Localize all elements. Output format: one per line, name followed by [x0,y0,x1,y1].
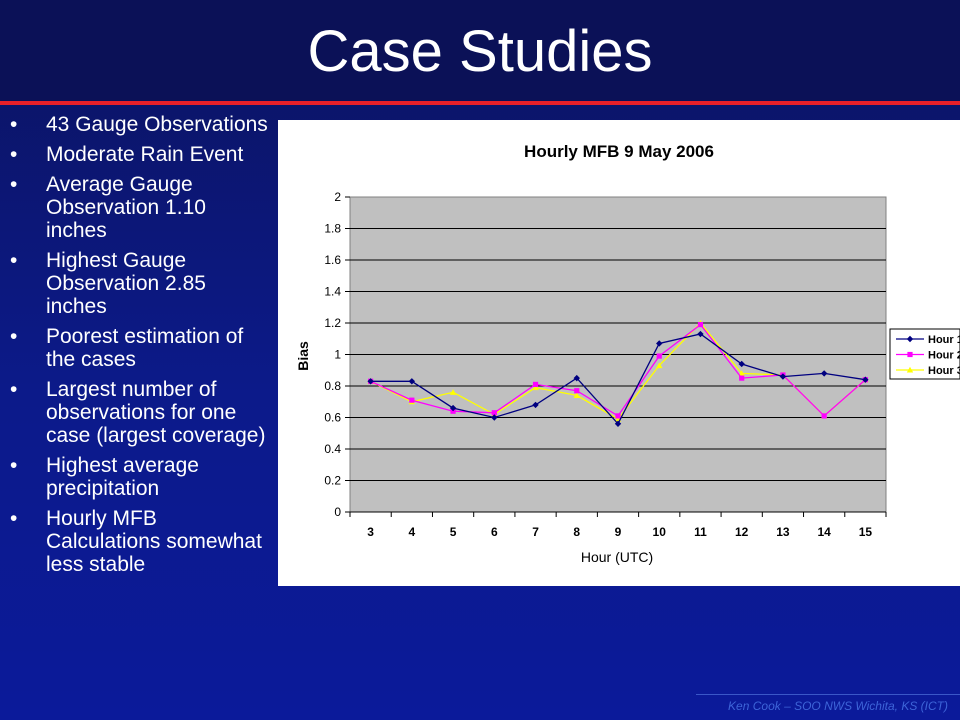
data-point [532,384,539,391]
x-axis-label: Hour (UTC) [581,549,653,565]
footer-credit: Ken Cook – SOO NWS Wichita, KS (ICT) [728,699,948,713]
footer-rule [696,694,960,695]
legend-label: Hour 1 [928,334,960,346]
y-tick-label: 0.2 [324,474,341,488]
bullet-text: Moderate Rain Event [46,143,244,166]
bullet-icon: • [10,507,18,530]
bullet-text: Average Gauge Observation 1.10 inches [46,173,206,242]
data-point [739,375,745,381]
data-point [820,370,828,377]
bullet-text: 43 Gauge Observations [46,113,268,136]
y-tick-label: 0.8 [324,379,341,393]
x-tick-label: 7 [532,525,539,539]
data-point [656,362,663,369]
slide-title: Case Studies [307,19,653,84]
x-tick-label: 14 [817,525,831,539]
bullet-icon: • [10,325,18,348]
y-tick-label: 0.4 [324,442,341,456]
data-point [367,378,374,385]
y-tick-label: 1 [334,348,341,362]
y-tick-label: 1.4 [324,285,341,299]
bullet-item: • Moderate Rain Event [0,143,270,166]
bullet-item: • Average Gauge Observation 1.10 inches [0,173,270,242]
x-tick-label: 10 [653,525,667,539]
bullet-text: Poorest estimation of the cases [46,325,244,371]
bullet-item: • Hourly MFB Calculations somewhat less s… [0,507,270,576]
bullet-text: Highest Gauge Observation 2.85 inches [46,249,206,318]
plot-layer: 0 0.2 0.4 0.6 0.8 1 1.2 1.4 1.6 1.8 2 3 4 5 6 7 8 9 10 11 12… [324,190,887,539]
bullet-item: • Largest number of observations for one … [0,378,270,447]
y-tick-label: 1.2 [324,316,341,330]
line-chart: Hourly MFB 9 May 2006 Bias Hour (UTC) 00… [295,142,960,565]
legend-marker [906,335,914,343]
bullet-icon: • [10,143,18,166]
x-tick-label: 6 [491,525,498,539]
data-point [532,381,539,388]
bullet-icon: • [10,113,18,136]
legend-label: Hour 2 [928,350,960,362]
data-point [491,410,497,416]
data-point [408,378,416,385]
data-point [573,392,580,399]
data-point [449,404,457,412]
legend: Hour 1 Hour 2 Hour 3 [889,328,960,380]
y-tick-label: 1.6 [324,253,341,267]
y-tick-label: 0 [334,505,341,519]
bullet-icon: • [10,249,18,272]
data-point [532,401,539,409]
bullet-text: Largest number of observations for one c… [46,378,266,447]
x-tick-label: 5 [450,525,457,539]
bullet-item: • Poorest estimation of the cases [0,325,270,371]
x-tick-label: 11 [694,525,707,539]
data-point [656,353,662,359]
x-tick-label: 13 [776,525,790,539]
y-tick-label: 0.6 [324,411,341,425]
bullet-text: Highest average precipitation [46,454,199,500]
legend-marker [907,351,913,358]
data-point [697,330,704,338]
bullet-icon: • [10,378,18,401]
x-tick-label: 4 [409,525,416,539]
bullet-text: Hourly MFB Calculations somewhat less st… [46,507,262,576]
data-point [615,413,621,419]
y-axis-label: Bias [295,341,311,371]
bullet-item: • Highest average precipitation [0,454,270,500]
bullet-item: • 43 Gauge Observations [0,113,270,136]
data-point [697,321,704,328]
bullet-item: • Highest Gauge Observation 2.85 inches [0,249,270,318]
y-tick-label: 2 [334,190,341,204]
y-tick-label: 1.8 [324,222,341,236]
x-tick-label: 15 [859,525,873,539]
data-point [409,397,415,403]
data-point [491,414,498,421]
legend-marker [906,366,914,373]
data-point [449,389,457,395]
data-point [821,413,827,419]
bullet-list: • 43 Gauge Observations • Moderate Rain Ev… [0,113,270,583]
x-tick-label: 9 [615,525,622,539]
title-bar [0,0,960,101]
accent-rule [0,101,960,105]
chart-title: Hourly MFB 9 May 2006 [524,142,714,161]
data-point [779,373,787,380]
legend-label: Hour 3 [928,365,960,377]
x-tick-label: 8 [573,525,580,539]
data-point [738,370,745,376]
bullet-icon: • [10,454,18,477]
data-point [862,376,869,383]
x-tick-label: 12 [735,525,749,539]
bullet-icon: • [10,173,18,196]
data-point [614,420,622,427]
data-point [574,388,580,394]
x-tick-label: 3 [367,525,374,539]
